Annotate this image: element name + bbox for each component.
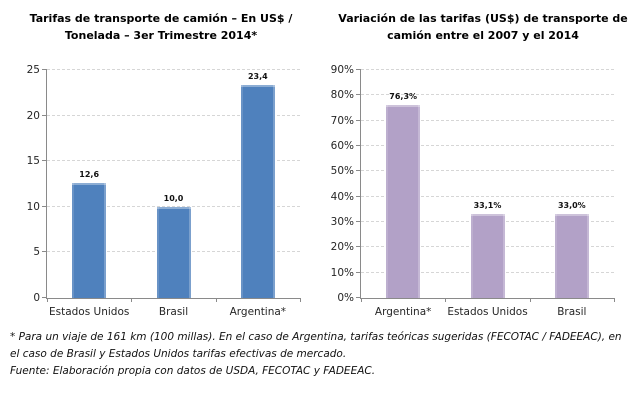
bar-value-label: 33,1% (473, 201, 502, 211)
x-axis-tick (300, 298, 301, 302)
chart-title-variacion: Variación de las tarifas (US$) de transp… (322, 8, 644, 50)
chart-panel-tarifas: Tarifas de transporte de camión – En US$… (0, 8, 322, 318)
x-axis-tick (614, 298, 615, 302)
x-axis-category-label: Brasil (557, 306, 587, 318)
x-axis-tick (215, 298, 217, 302)
y-axis-label: 60% (330, 140, 354, 153)
bar-argentina (386, 104, 421, 298)
y-axis-tick (42, 205, 47, 207)
x-axis-tick (131, 298, 133, 302)
y-axis-tick (356, 297, 361, 298)
bar-chart-tarifas: 0 5 10 15 20 25 12,6 Estados Unidos 10,0 Brasil 23… (27, 64, 301, 318)
gridline (361, 145, 614, 147)
gridline (47, 160, 300, 162)
chart-title-tarifas: Tarifas de transporte de camión – En US$… (0, 8, 322, 50)
chart-panel-variacion: Variación de las tarifas (US$) de transp… (322, 8, 644, 318)
y-axis-label: 30% (330, 216, 354, 229)
bar-estados-unidos (470, 214, 505, 298)
y-axis-tick (356, 145, 361, 147)
bar-value-label: 23,4 (247, 71, 268, 81)
chart-title-line: Variación de las tarifas (US$) de transp… (338, 12, 628, 25)
x-axis-tick (47, 298, 48, 302)
y-axis-tick (356, 94, 361, 96)
chart-title-line: Tonelada – 3er Trimestre 2014* (64, 29, 258, 42)
y-axis-tick (356, 170, 361, 172)
bar-estados-unidos (72, 183, 107, 298)
y-axis-tick (356, 119, 361, 121)
y-axis-tick (356, 195, 361, 197)
y-axis-tick (356, 271, 361, 273)
y-axis-label: 10 (26, 200, 40, 213)
gridline (47, 114, 300, 116)
y-axis-tick (42, 297, 47, 298)
y-axis-label: 20% (330, 241, 354, 254)
y-axis-label: 0 (33, 292, 40, 304)
x-axis-tick (361, 298, 362, 302)
y-axis-tick (42, 114, 47, 116)
y-axis-label: 70% (330, 114, 354, 127)
y-axis-label: 90% (330, 64, 354, 76)
y-axis-label: 0% (337, 292, 354, 304)
bar-argentina (240, 84, 275, 298)
y-axis-tick (356, 246, 361, 248)
y-axis-label: 10% (330, 266, 354, 279)
bar-value-label: 33,0% (557, 201, 586, 211)
y-axis-tick (42, 69, 47, 70)
bar-value-label: 76,3% (389, 91, 418, 101)
y-axis-label: 5 (33, 246, 40, 259)
bar-value-label: 12,6 (79, 170, 100, 180)
y-axis-tick (42, 160, 47, 162)
y-axis-label: 50% (330, 165, 354, 178)
x-axis-tick (529, 298, 531, 302)
y-axis-label: 80% (330, 89, 354, 102)
y-axis-label: 15 (26, 155, 40, 168)
y-axis-tick (356, 221, 361, 223)
gridline (361, 170, 614, 172)
footnotes: * Para un viaje de 161 km (100 millas). … (10, 329, 630, 380)
x-axis-category-label: Brasil (158, 306, 189, 318)
chart-title-line: Tarifas de transporte de camión – En US$… (29, 12, 293, 25)
x-axis-category-label: Argentina* (374, 306, 432, 318)
x-axis-category-label: Estados Unidos (447, 306, 528, 318)
footnote-asterisk: * Para un viaje de 161 km (100 millas). … (10, 331, 622, 360)
bar-chart-variacion: 0% 10% 20% 30% 40% 50% 60% 70% 80% 90% 76,3% Argent… (331, 64, 615, 318)
gridline (361, 94, 614, 96)
y-axis-tick (356, 69, 361, 70)
bar-brasil (554, 214, 589, 298)
gridline (361, 195, 614, 197)
y-axis-label: 20 (26, 109, 40, 122)
gridline (361, 119, 614, 121)
bar-value-label: 10,0 (163, 193, 184, 203)
bar-brasil (156, 206, 191, 298)
footnote-source: Fuente: Elaboración propia con datos de … (10, 365, 376, 377)
gridline (47, 69, 300, 70)
y-axis-label: 25 (26, 64, 40, 76)
x-axis-tick (445, 298, 447, 302)
chart-title-line: camión entre el 2007 y el 2014 (387, 29, 579, 42)
x-axis-category-label: Estados Unidos (48, 306, 130, 318)
charts-row: Tarifas de transporte de camión – En US$… (0, 8, 644, 318)
gridline (47, 205, 300, 207)
y-axis-tick (42, 251, 47, 253)
x-axis-category-label: Argentina* (229, 306, 287, 318)
gridline (361, 69, 614, 70)
y-axis-label: 40% (330, 190, 354, 203)
